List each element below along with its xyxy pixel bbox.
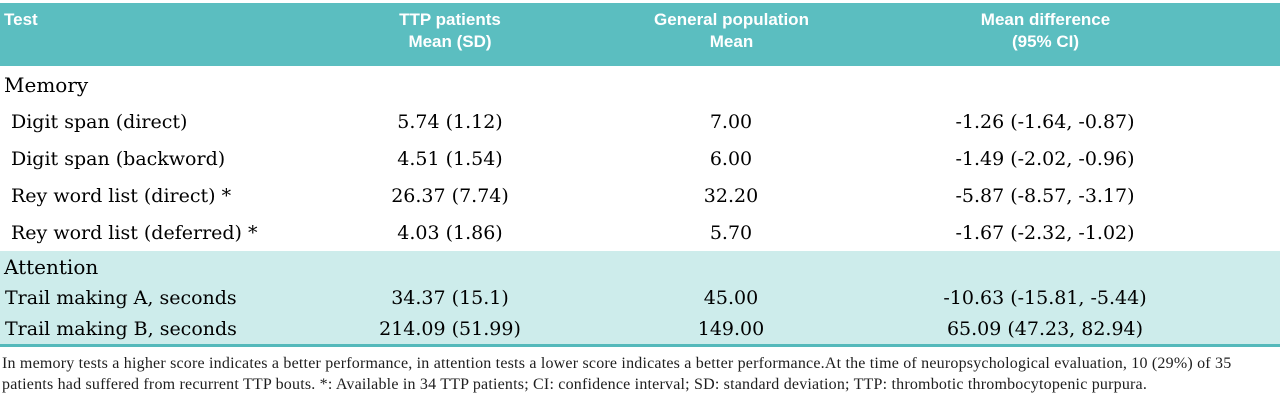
cell-test-name: Trail making B, seconds xyxy=(0,313,310,344)
table-bottom-border xyxy=(0,344,1280,347)
cell-mean-difference: -10.63 (-15.81, -5.44) xyxy=(880,282,1280,313)
table-row: Digit span (direct) 5.74 (1.12) 7.00 -1.… xyxy=(0,103,1280,140)
cell-ttp-mean: 5.74 (1.12) xyxy=(397,110,503,133)
cell-mean-difference: -5.87 (-8.57, -3.17) xyxy=(955,184,1135,207)
cell-general-mean: 32.20 xyxy=(703,184,759,207)
column-header-diff-line2: (95% CI) xyxy=(1011,32,1080,51)
header-row: Test TTP patients Mean (SD) General popu… xyxy=(0,3,1280,66)
cell-test-name: Digit span (direct) xyxy=(11,110,188,133)
cell-ttp-mean: 26.37 (7.74) xyxy=(391,184,509,207)
section-row-attention: Attention xyxy=(0,251,1280,282)
table-row: Digit span (backword) 4.51 (1.54) 6.00 -… xyxy=(0,140,1280,177)
section-label: Memory xyxy=(4,72,89,97)
column-header-ttp-patients: TTP patients Mean (SD) xyxy=(310,3,590,66)
table-body: Memory Digit span (direct) 5.74 (1.12) 7… xyxy=(0,66,1280,347)
cell-mean-difference: -1.49 (-2.02, -0.96) xyxy=(955,147,1135,170)
column-header-gen-line2: Mean xyxy=(709,32,754,51)
table-footnote: In memory tests a higher score indicates… xyxy=(2,355,1232,393)
cell-general-mean: 6.00 xyxy=(709,147,753,170)
cell-general-mean: 45.00 xyxy=(590,282,880,313)
cell-general-mean: 7.00 xyxy=(709,110,753,133)
column-header-gen-line1: General population xyxy=(654,10,809,29)
column-header-ttp-line2: Mean (SD) xyxy=(408,32,492,51)
section-label: Attention xyxy=(0,251,1280,282)
cell-mean-difference: -1.26 (-1.64, -0.87) xyxy=(955,110,1135,133)
column-header-test-label: Test xyxy=(4,10,38,29)
column-header-ttp-line1: TTP patients xyxy=(399,10,501,29)
cell-test-name: Digit span (backword) xyxy=(11,147,226,170)
table-row: Trail making A, seconds 34.37 (15.1) 45.… xyxy=(0,282,1280,313)
cell-general-mean: 5.70 xyxy=(709,221,753,244)
cell-ttp-mean: 4.51 (1.54) xyxy=(397,147,503,170)
column-header-test: Test xyxy=(0,3,310,66)
neuropsych-results-table: Test TTP patients Mean (SD) General popu… xyxy=(0,3,1280,347)
cell-mean-difference: -1.67 (-2.32, -1.02) xyxy=(955,221,1135,244)
cell-general-mean: 149.00 xyxy=(590,313,880,344)
cell-ttp-mean: 214.09 (51.99) xyxy=(310,313,590,344)
cell-test-name: Rey word list (deferred) * xyxy=(11,221,258,244)
column-header-mean-difference: Mean difference (95% CI) xyxy=(880,3,1280,66)
table-row: Rey word list (deferred) * 4.03 (1.86) 5… xyxy=(0,214,1280,251)
table-header: Test TTP patients Mean (SD) General popu… xyxy=(0,3,1280,66)
column-header-diff-line1: Mean difference xyxy=(980,10,1111,29)
section-row-memory: Memory xyxy=(0,66,1280,103)
cell-ttp-mean: 4.03 (1.86) xyxy=(397,221,503,244)
cell-test-name: Trail making A, seconds xyxy=(0,282,310,313)
cell-test-name: Rey word list (direct) * xyxy=(11,184,232,207)
cell-ttp-mean: 34.37 (15.1) xyxy=(310,282,590,313)
table-row: Rey word list (direct) * 26.37 (7.74) 32… xyxy=(0,177,1280,214)
top-margin xyxy=(0,0,1280,3)
table-row: Trail making B, seconds 214.09 (51.99) 1… xyxy=(0,313,1280,344)
cell-mean-difference: 65.09 (47.23, 82.94) xyxy=(880,313,1280,344)
column-header-general-population: General population Mean xyxy=(590,3,880,66)
